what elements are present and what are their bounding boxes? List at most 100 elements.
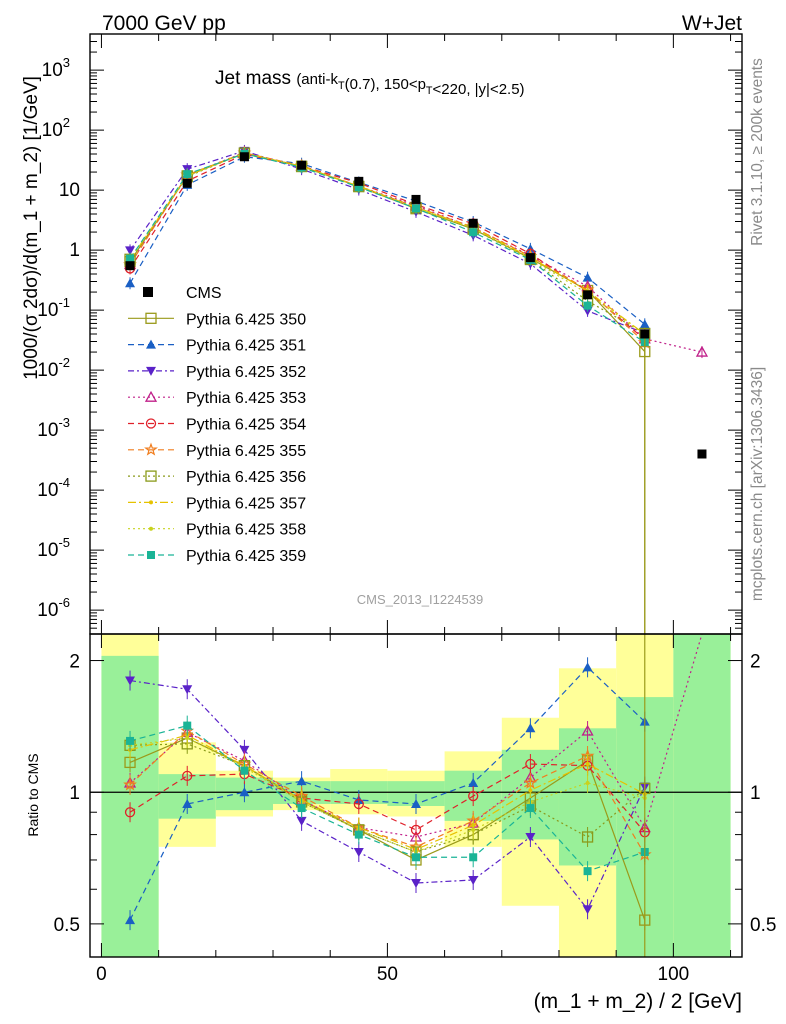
series-357-ratio-point	[528, 788, 533, 793]
rivet-label: Rivet 3.1.10, ≥ 200k events	[749, 58, 766, 246]
mcplots-label: mcplots.cern.ch [arXiv:1306.3436]	[749, 367, 766, 601]
legend-359-label: Pythia 6.425 359	[186, 548, 306, 565]
series-351-main	[125, 150, 650, 331]
legend-356-marker	[145, 470, 157, 482]
series-352-ratio-point	[582, 905, 593, 915]
series-351-ratio-point	[239, 787, 250, 797]
series-352-ratio-point	[411, 879, 421, 889]
legend-351-marker	[146, 339, 156, 349]
series-351-ratio-point	[525, 723, 536, 733]
y-tick-label: 10-3	[37, 415, 70, 441]
series-352-ratio-point	[296, 816, 307, 826]
series-351-main-point	[125, 278, 136, 288]
series-354-ratio-point	[353, 798, 364, 810]
ratio-tick-label-left: 0.5	[54, 915, 80, 936]
data-point	[468, 218, 478, 228]
series-359-main-point	[354, 183, 363, 192]
ratio-tick-label-right: 2	[750, 652, 761, 673]
legend-350-marker	[145, 312, 157, 324]
y-tick-label: 10	[59, 180, 80, 201]
ratio-tick-label-right: 1	[750, 783, 761, 804]
data-point	[182, 178, 192, 188]
series-351-ratio-line	[129, 666, 646, 921]
legend-marker-cms	[143, 287, 153, 297]
inner-band-bin	[673, 634, 731, 957]
series-359-ratio-point	[526, 804, 535, 813]
series-352-ratio-point	[239, 745, 250, 755]
plot-title: Jet mass (anti-kT(0.7), 150<pT<220, |y|<…	[215, 68, 525, 98]
y-tick-label: 10-6	[37, 595, 70, 621]
data-point	[411, 194, 421, 204]
series-356-ratio-point	[581, 831, 594, 843]
data-point	[640, 329, 650, 339]
series-358-main-line	[129, 152, 646, 336]
legend-357-marker	[149, 500, 153, 505]
legend-351-label: Pythia 6.425 351	[186, 338, 306, 355]
series-352-ratio-point	[468, 875, 479, 885]
series-352-ratio-point	[182, 685, 193, 695]
data-point	[354, 176, 364, 186]
series-353-ratio-point	[581, 724, 594, 736]
series-356-ratio-line	[130, 743, 646, 853]
y-axis-label: 1000/(σ 2dσ)/d(m_1 + m_2) [1/GeV]	[21, 76, 42, 380]
analysis-tag: CMS_2013_I1224539	[357, 592, 484, 607]
y-tick-label: 10-2	[37, 355, 70, 381]
legend-label-cms: CMS	[186, 285, 222, 302]
legend-354-label: Pythia 6.425 354	[186, 417, 306, 434]
series-351-main-point	[639, 319, 650, 329]
series-359-ratio-point	[412, 853, 420, 862]
series-359-main-point	[183, 170, 192, 179]
series-350-ratio-line	[129, 737, 646, 921]
ratio-tick-label-left: 2	[69, 652, 80, 673]
ratio-tick-label-left: 1	[69, 783, 80, 804]
series-358-ratio-point	[185, 736, 190, 741]
ratio-frame	[89, 633, 743, 958]
legend-359-marker	[147, 551, 155, 559]
series-352-main-line	[129, 150, 645, 334]
series-351-ratio-point	[468, 777, 479, 787]
series-351-ratio-point	[125, 915, 136, 925]
x-tick-label: 50	[377, 964, 398, 985]
series-358-ratio-point	[585, 780, 590, 785]
data-point	[697, 449, 707, 459]
legend-358-marker	[149, 526, 153, 531]
main-panel	[123, 144, 709, 634]
x-tick-label: 100	[658, 964, 690, 985]
legend-353-marker	[144, 390, 158, 402]
series-359-ratio-line	[129, 724, 645, 872]
legend-357-label: Pythia 6.425 357	[186, 495, 306, 512]
series-351-main-point	[582, 272, 593, 282]
header-right: W+Jet	[682, 12, 742, 35]
series-359-ratio-point	[354, 830, 363, 839]
x-axis-label: (m_1 + m_2) / 2 [GeV]	[534, 990, 742, 1013]
legend-352-marker	[146, 366, 156, 376]
x-tick-label: 0	[96, 964, 107, 985]
series-354-ratio-line	[129, 763, 646, 833]
y-tick-label: 10-4	[37, 475, 70, 501]
series-359-ratio-point	[583, 867, 592, 876]
series-352-ratio-point	[125, 676, 136, 686]
legend-358-label: Pythia 6.425 358	[186, 522, 306, 539]
series-359-ratio-point	[297, 804, 306, 813]
series-359-ratio-point	[469, 853, 478, 862]
series-354-ratio-point	[182, 770, 193, 781]
series-354-ratio-point	[468, 790, 479, 802]
ratio-y-axis-label: Ratio to CMS	[25, 753, 41, 836]
y-tick-label: 10-5	[37, 535, 70, 561]
series-356-main-line	[129, 152, 646, 335]
series-351-ratio-point	[582, 662, 593, 672]
series-359-ratio	[126, 715, 649, 882]
data-point	[239, 152, 249, 162]
series-359-ratio-point	[126, 736, 135, 745]
data-point	[125, 261, 135, 271]
series-357-ratio-point	[585, 762, 590, 767]
axes-frames: 0 50 100 10-6 10-5 10-4 10-3 10-2 10-1 1 10 102 103 0…	[37, 33, 776, 985]
y-tick-label: 10-1	[37, 295, 70, 321]
series-355-ratio-point	[123, 777, 137, 791]
series-351-ratio-point	[296, 776, 307, 786]
legend: CMS Pythia 6.425 350 Pythia 6.425 351 Pythi…	[128, 285, 306, 565]
series-359-main-point	[126, 254, 135, 263]
series-359-main-point	[412, 204, 420, 213]
series-359-ratio-point	[240, 766, 249, 775]
